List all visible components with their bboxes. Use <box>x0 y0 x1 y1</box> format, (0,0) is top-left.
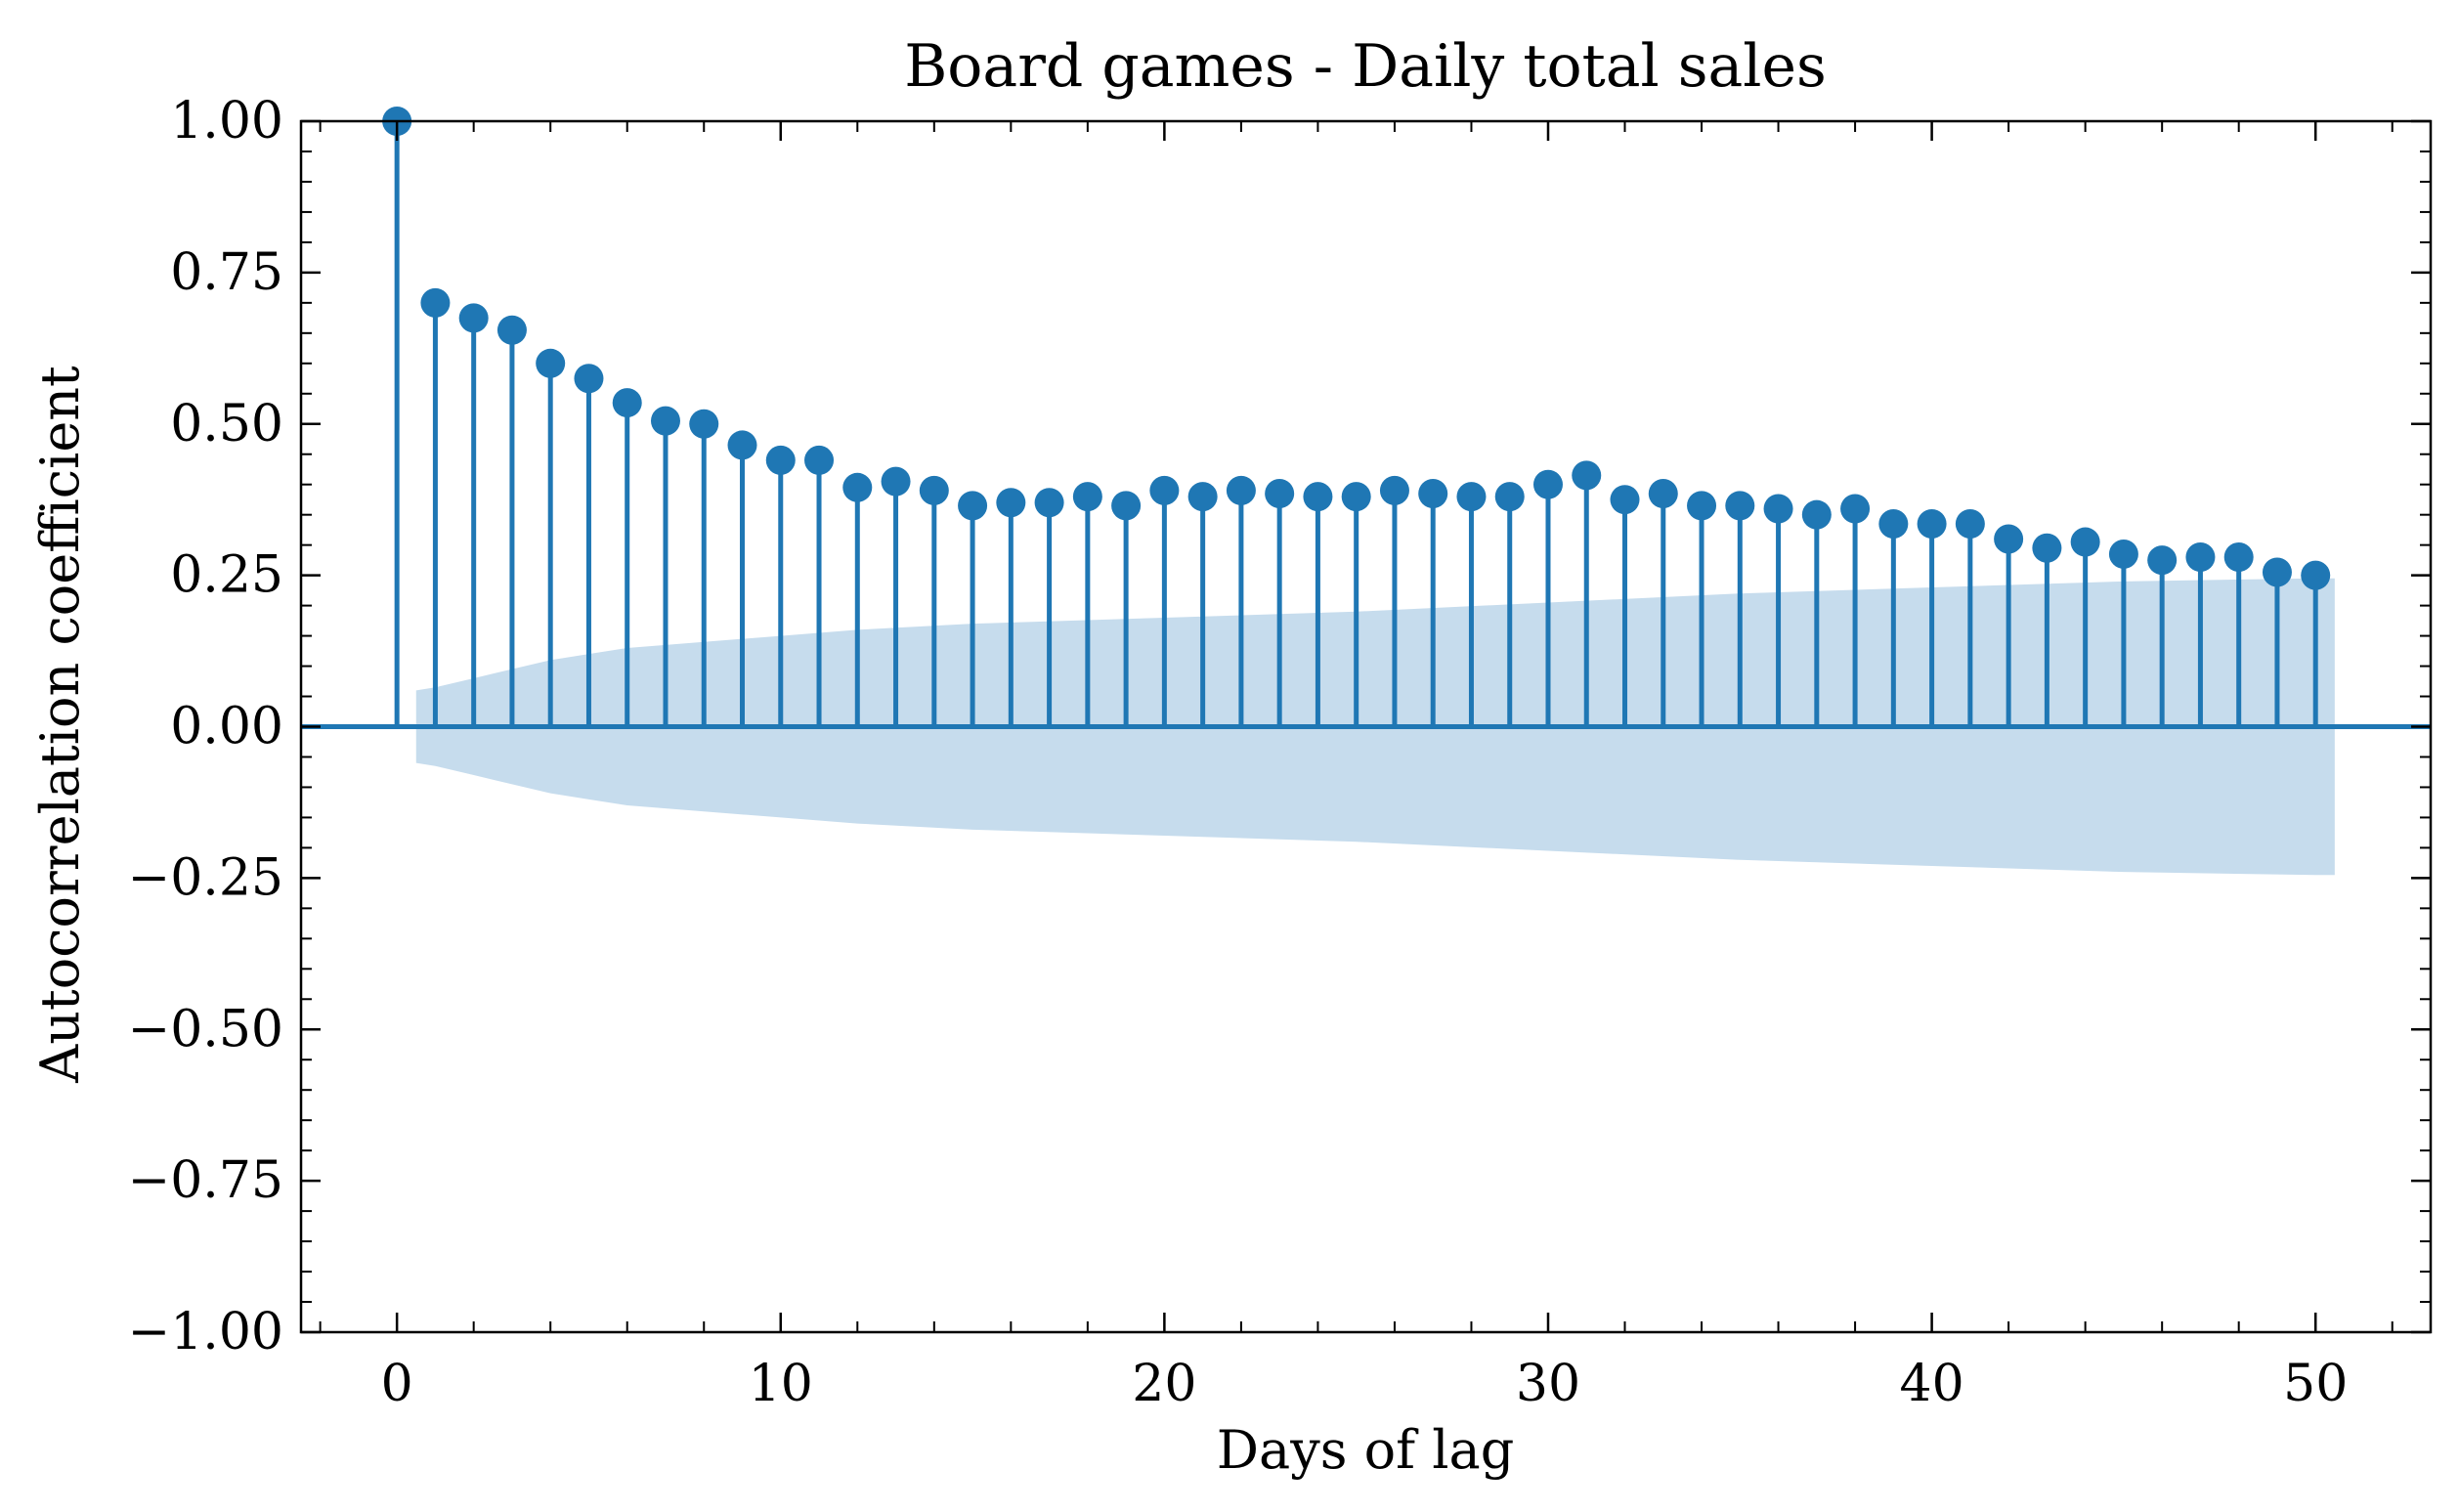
acf-point <box>1111 491 1142 521</box>
acf-point <box>1072 482 1102 512</box>
acf-point <box>2223 542 2254 573</box>
acf-point <box>1610 485 1640 515</box>
acf-point <box>765 445 796 475</box>
acf-point <box>650 406 680 436</box>
acf-point <box>1917 508 1947 539</box>
acf-point <box>689 409 719 439</box>
acf-point <box>2147 545 2178 576</box>
acf-point <box>1572 460 1602 491</box>
acf-point <box>1187 482 1218 512</box>
acf-point <box>1379 475 1409 505</box>
x-tick-label: 50 <box>2283 1355 2348 1413</box>
acf-point <box>2032 533 2062 563</box>
acf-point <box>1801 499 1832 530</box>
acf-point <box>804 445 835 475</box>
acf-point <box>1149 475 1180 505</box>
x-tick-label: 30 <box>1516 1355 1580 1413</box>
acf-point <box>919 475 949 505</box>
acf-point <box>727 430 757 460</box>
acf-point <box>881 466 911 497</box>
x-tick-label: 10 <box>749 1355 813 1413</box>
acf-point <box>842 472 873 502</box>
acf-point <box>1265 478 1295 508</box>
acf-point <box>612 388 642 418</box>
acf-point <box>1494 482 1525 512</box>
x-axis-label: Days of lag <box>1217 1419 1515 1481</box>
y-tick-label: 0.25 <box>170 546 283 605</box>
y-tick-label: 0.75 <box>170 243 283 302</box>
x-tick-label: 40 <box>1900 1355 1964 1413</box>
y-tick-label: 1.00 <box>170 92 283 151</box>
axis-ticks: −1.00 −0.75 −0.50 −0.25 0.00 0.25 0.50 0.75 1.00… <box>128 92 2431 1413</box>
acf-point <box>496 315 527 345</box>
acf-point <box>1840 494 1871 524</box>
acf-point <box>2301 560 2331 590</box>
y-tick-label: −0.75 <box>128 1151 283 1210</box>
chart-title: Board games - Daily total sales <box>904 32 1827 101</box>
acf-point <box>574 364 604 394</box>
acf-point <box>1725 491 1755 521</box>
acf-point <box>1303 482 1333 512</box>
x-tick-label: 0 <box>381 1355 413 1413</box>
acf-point <box>420 287 451 318</box>
y-tick-label: 0.50 <box>170 395 283 454</box>
acf-point <box>1648 478 1678 508</box>
acf-point <box>1687 491 1717 521</box>
acf-point <box>1994 524 2024 554</box>
acf-point <box>536 348 566 378</box>
acf-point <box>1341 482 1371 512</box>
acf-point <box>1456 482 1487 512</box>
acf-point <box>1763 494 1793 524</box>
y-tick-label: 0.00 <box>170 698 283 756</box>
acf-point <box>1418 478 1448 508</box>
acf-point <box>2262 557 2292 587</box>
acf-point <box>1034 488 1064 518</box>
y-tick-label: −1.00 <box>128 1303 283 1361</box>
acf-point <box>996 488 1026 518</box>
y-tick-label: −0.50 <box>128 1000 283 1058</box>
y-axis-label: Autocorrelation coefficient <box>29 366 91 1084</box>
acf-point <box>2108 539 2138 569</box>
y-tick-label: −0.25 <box>128 848 283 907</box>
acf-point <box>1532 469 1563 499</box>
acf-point <box>1878 508 1909 539</box>
acf-point <box>1955 508 1985 539</box>
acf-point <box>458 303 489 333</box>
acf-point <box>2070 527 2100 557</box>
acf-point <box>1226 475 1256 505</box>
acf-point <box>2185 542 2216 573</box>
acf-point <box>958 491 988 521</box>
x-tick-label: 20 <box>1132 1355 1196 1413</box>
plot-area <box>301 107 2431 876</box>
